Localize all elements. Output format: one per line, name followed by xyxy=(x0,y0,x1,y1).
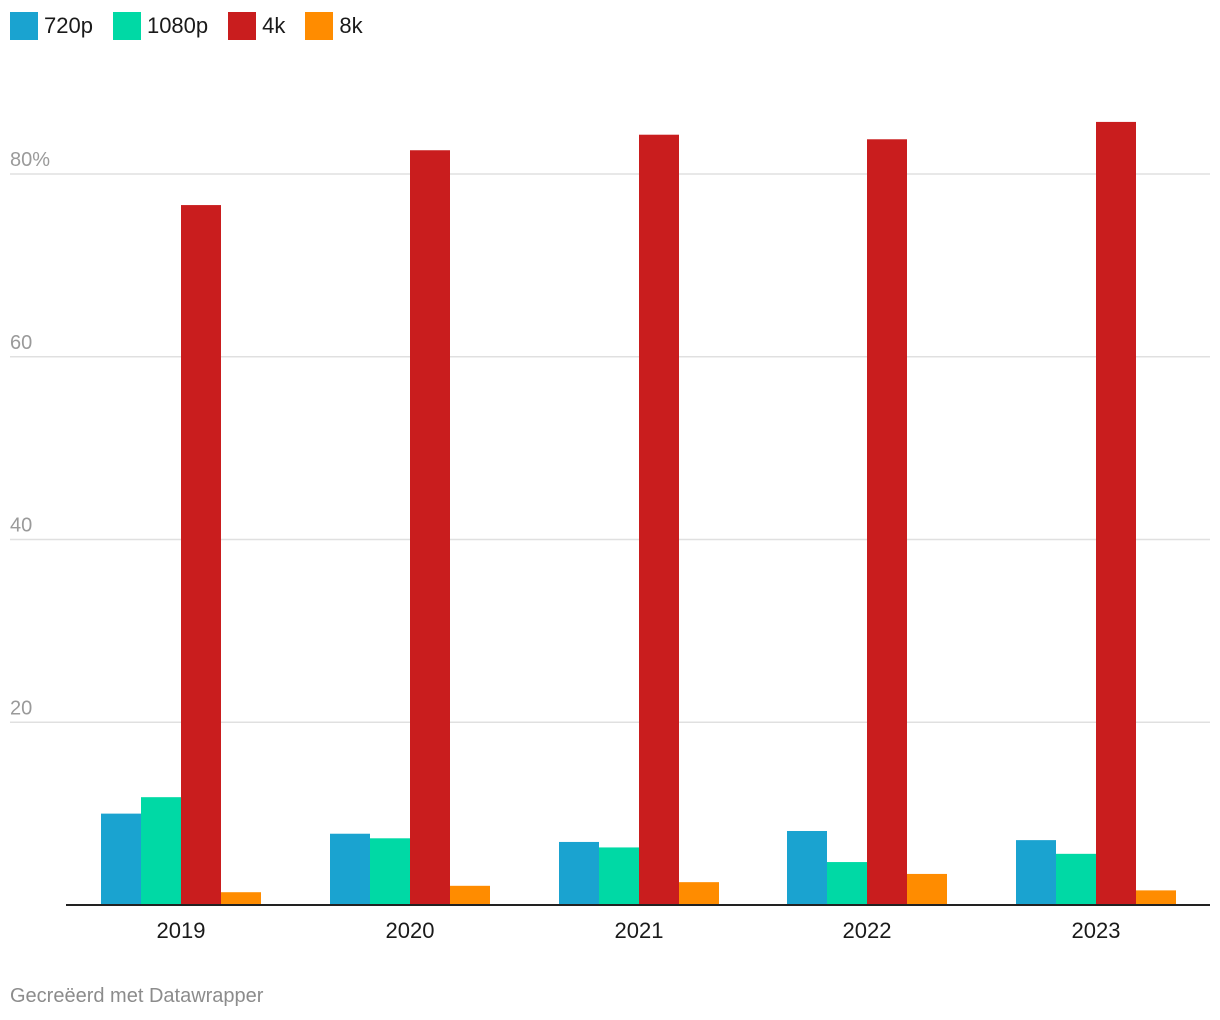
x-tick-label-2023: 2023 xyxy=(1072,918,1121,943)
bar-1080p-2020 xyxy=(370,838,410,905)
legend-item-720p: 720p xyxy=(10,12,93,40)
bar-4k-2021 xyxy=(639,134,679,906)
x-tick-label-2019: 2019 xyxy=(157,918,206,943)
bar-720p-2022 xyxy=(787,830,827,905)
legend-swatch-8k xyxy=(305,12,334,40)
bar-1080p-2019 xyxy=(141,797,181,905)
y-tick-label: 40 xyxy=(10,515,32,537)
legend-swatch-720p xyxy=(10,12,38,40)
legend-swatch-1080p xyxy=(112,12,141,40)
legend-item-8k: 8k xyxy=(305,12,363,40)
y-axis-tick-labels: 20 40 60 80% xyxy=(10,149,50,719)
chart-legend: 720p 1080p 4k 8k xyxy=(10,12,363,40)
bar-720p-2019 xyxy=(101,813,141,905)
bar-8k-2019 xyxy=(221,892,261,905)
bar-1080p-2022 xyxy=(827,862,867,905)
y-tick-label: 80% xyxy=(10,149,50,171)
bars xyxy=(101,121,1176,906)
legend-item-1080p: 1080p xyxy=(112,12,209,40)
x-tick-label-2022: 2022 xyxy=(843,918,892,943)
bar-720p-2020 xyxy=(330,833,370,905)
x-tick-label-2020: 2020 xyxy=(386,918,435,943)
legend-label-8k: 8k xyxy=(339,13,363,38)
bar-4k-2020 xyxy=(410,150,450,905)
bar-8k-2021 xyxy=(679,882,719,905)
bar-8k-2023 xyxy=(1136,890,1176,905)
legend-label-4k: 4k xyxy=(262,13,286,38)
bar-8k-2020 xyxy=(450,885,490,905)
legend-label-1080p: 1080p xyxy=(146,13,209,38)
bar-4k-2023 xyxy=(1096,121,1136,905)
bar-4k-2022 xyxy=(867,139,907,906)
y-tick-label: 20 xyxy=(10,697,32,719)
bar-720p-2021 xyxy=(559,841,599,905)
x-tick-label-2021: 2021 xyxy=(615,918,664,943)
datawrapper-credit: Gecreëerd met Datawrapper xyxy=(10,985,264,1007)
legend-label-720p: 720p xyxy=(44,13,93,38)
bar-8k-2022 xyxy=(907,873,947,905)
y-tick-label: 60 xyxy=(10,332,32,354)
x-axis-tick-labels: 2019 2020 2021 2022 2023 xyxy=(157,918,1121,943)
bar-4k-2019 xyxy=(181,205,221,905)
bar-1080p-2023 xyxy=(1056,853,1096,905)
legend-swatch-4k xyxy=(228,12,257,40)
legend-item-4k: 4k xyxy=(228,12,285,40)
bar-1080p-2021 xyxy=(599,847,639,905)
bar-720p-2023 xyxy=(1016,840,1056,905)
